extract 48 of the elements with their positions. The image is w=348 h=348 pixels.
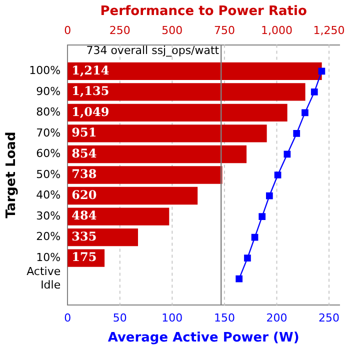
y-tick-label: 60% bbox=[36, 147, 61, 160]
y-tick-label: 70% bbox=[36, 126, 61, 140]
x2-tick-label: 250 bbox=[109, 24, 130, 38]
x2-tick-label: 0 bbox=[64, 24, 72, 38]
point bbox=[318, 68, 326, 75]
point bbox=[293, 130, 300, 137]
data-label: 484 bbox=[72, 208, 97, 223]
data-label: 1,135 bbox=[72, 84, 110, 98]
point bbox=[302, 109, 308, 116]
data-label: 620 bbox=[72, 188, 97, 202]
x-tick-label: 0 bbox=[64, 312, 72, 325]
data-label: 951 bbox=[72, 126, 97, 140]
ref-line-label: 734 overall ssj_ops/watt bbox=[86, 44, 220, 58]
x-tick-label: 150 bbox=[214, 312, 235, 325]
x2-tick-label: 1,250 bbox=[313, 24, 345, 38]
data-label: 854 bbox=[72, 146, 97, 160]
point bbox=[266, 192, 273, 200]
data-label: 1,214 bbox=[72, 63, 110, 78]
x2-tick-label: 750 bbox=[214, 24, 235, 38]
x-tick-label: 200 bbox=[266, 312, 288, 325]
data-label: 1,049 bbox=[72, 104, 110, 119]
x2-axis-title: Performance to Power Ratio bbox=[100, 4, 307, 20]
data-label: 175 bbox=[72, 250, 97, 264]
y-tick-label: 30% bbox=[36, 209, 61, 222]
point bbox=[244, 254, 251, 262]
y-tick-label: 40% bbox=[36, 188, 61, 202]
data-label: 335 bbox=[72, 229, 97, 244]
x-axis-title: Average Active Power (W) bbox=[108, 330, 300, 346]
x-tick-label: 50 bbox=[112, 312, 127, 325]
x-tick-label: 100 bbox=[162, 312, 183, 325]
y-tick-label: 20% bbox=[36, 230, 61, 244]
y-tick-label: 100% bbox=[29, 64, 61, 78]
point bbox=[274, 172, 282, 178]
y-axis-title: Target Load bbox=[4, 132, 20, 218]
data-label: 738 bbox=[72, 167, 97, 182]
y-tick-label: 50% bbox=[36, 168, 61, 181]
point bbox=[258, 213, 266, 220]
x-tick-label: 250 bbox=[318, 312, 340, 325]
y-tick-label: 90% bbox=[36, 84, 61, 98]
point bbox=[310, 88, 318, 96]
x2-tick-label: 500 bbox=[162, 24, 183, 38]
point bbox=[251, 234, 258, 241]
y-tick-label: 80% bbox=[36, 106, 61, 119]
point bbox=[236, 275, 243, 282]
x2-tick-label: 1,000 bbox=[260, 24, 292, 38]
y-tick-label: 10% bbox=[36, 250, 61, 264]
point bbox=[284, 150, 291, 158]
y-tick-label: Active Idle bbox=[26, 265, 61, 292]
